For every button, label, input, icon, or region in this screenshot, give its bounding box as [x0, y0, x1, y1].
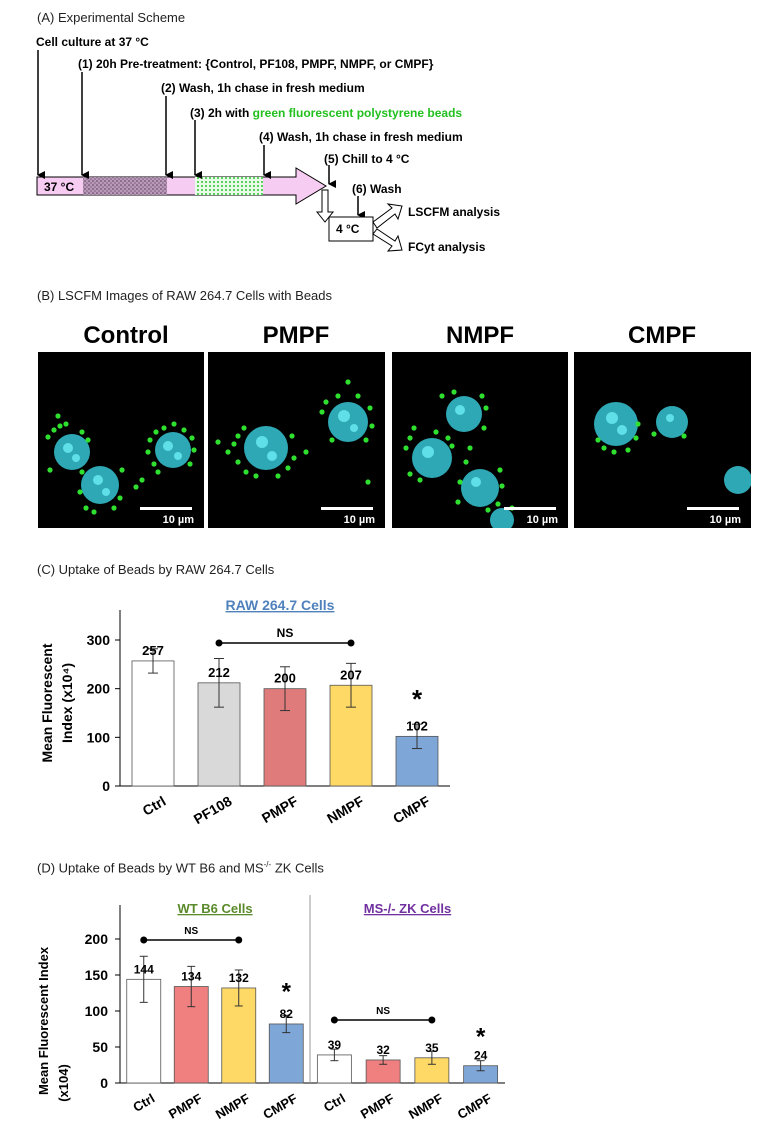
ns-bracket-end — [235, 936, 243, 944]
temp-4-label: 4 °C — [336, 222, 360, 236]
x-tick-label: CMPF — [260, 1091, 299, 1122]
branch-arrow-fcyt — [372, 228, 403, 252]
scheme-step-4: (4) Wash, 1h chase in fresh medium — [259, 130, 463, 144]
panel-d-title: (D) Uptake of Beads by WT B6 and MS-/- Z… — [37, 860, 324, 876]
data-label: 200 — [274, 671, 296, 686]
y-tick-label: 200 — [87, 681, 111, 697]
scheme-step-0: Cell culture at 37 °C — [36, 35, 149, 49]
micro-image-cmpf: 10 µm — [574, 352, 751, 528]
y-tick-label: 200 — [85, 931, 109, 947]
x-tick-label: PMPF — [166, 1091, 205, 1122]
ns-label: NS — [184, 926, 198, 937]
scale-label: 10 µm — [162, 514, 194, 526]
panel-b-title: (B) LSCFM Images of RAW 264.7 Cells with… — [37, 288, 333, 303]
y-tick-label: 100 — [87, 729, 111, 745]
ns-bracket-end — [215, 639, 223, 647]
micro-image-nmpf: 10 µm — [392, 352, 568, 528]
micro-label-cmpf: CMPF — [628, 322, 696, 349]
micro-label-pmpf: PMPF — [262, 322, 330, 349]
scheme-step-1: (1) 20h Pre-treatment: {Control, PF108, … — [78, 57, 434, 71]
panel-c-title: (C) Uptake of Beads by RAW 264.7 Cells — [37, 562, 275, 577]
bar — [131, 660, 175, 787]
x-tick-label: PMPF — [259, 793, 301, 827]
x-tick-label: CMPF — [390, 793, 433, 827]
scale-bar — [504, 507, 556, 510]
timeline-arrow — [36, 167, 327, 205]
micro-label-nmpf: NMPF — [446, 322, 514, 349]
micro-label-control: Control — [83, 322, 169, 349]
y-axis-label: Mean Fluorescent Index (x10⁴) — [39, 643, 75, 762]
x-tick-label: Ctrl — [130, 1091, 157, 1115]
group-title: MS-/- ZK Cells — [364, 901, 451, 916]
significance-star: * — [412, 684, 423, 714]
significance-star: * — [282, 978, 292, 1005]
data-label: 134 — [181, 970, 201, 984]
x-tick-label: NMPF — [324, 793, 367, 827]
x-tick-label: CMPF — [455, 1091, 494, 1122]
x-tick-label: PMPF — [358, 1091, 397, 1122]
group-title: WT B6 Cells — [177, 901, 252, 916]
x-tick-label: Ctrl — [140, 793, 169, 819]
data-label: 35 — [425, 1041, 439, 1055]
data-label: 102 — [406, 718, 428, 733]
scheme-diagram — [36, 50, 403, 252]
scale-bar — [687, 507, 739, 510]
data-label: 144 — [134, 962, 154, 976]
x-tick-label: NMPF — [406, 1091, 445, 1122]
scale-label: 10 µm — [709, 514, 741, 526]
ns-label: NS — [376, 1006, 390, 1017]
ns-label: NS — [277, 626, 294, 640]
scale-label: 10 µm — [526, 514, 558, 526]
microscopy-row: Control PMPF NMPF CMPF 10 µm — [38, 322, 763, 532]
ns-bracket-end — [330, 1016, 338, 1024]
ns-bracket-end — [347, 639, 355, 647]
branch-arrow-lscfm — [372, 203, 403, 229]
temp-37-label: 37 °C — [44, 180, 75, 194]
scale-bar — [321, 507, 373, 510]
scheme-step-5: (5) Chill to 4 °C — [324, 152, 410, 166]
y-tick-label: 300 — [87, 632, 111, 648]
scheme-step-3-green: green fluorescent polystyrene beads — [252, 106, 463, 120]
data-label: 24 — [474, 1049, 488, 1063]
ns-bracket-end — [140, 936, 148, 944]
y-tick-label: 0 — [102, 778, 110, 794]
scheme-output-fcyt: FCyt analysis — [408, 240, 486, 254]
data-label: 39 — [328, 1038, 342, 1052]
scheme-output-lscfm: LSCFM analysis — [408, 205, 501, 219]
data-label: 82 — [280, 1007, 294, 1021]
chart-c: RAW 264.7 Cells 0 100 200 300 Mean Fluorescen… — [39, 597, 450, 828]
micro-image-pmpf: 10 µm — [208, 352, 385, 528]
significance-star: * — [476, 1024, 486, 1051]
scale-bar — [140, 507, 192, 510]
data-label: 207 — [340, 667, 362, 682]
bar — [268, 1023, 304, 1084]
y-tick-label: 0 — [100, 1075, 108, 1091]
ns-bracket-end — [428, 1016, 436, 1024]
pretreatment-segment — [83, 177, 167, 195]
chart-c-subtitle: RAW 264.7 Cells — [226, 597, 335, 613]
cold-box — [328, 216, 374, 242]
scheme-step-2: (2) Wash, 1h chase in fresh medium — [161, 81, 365, 95]
data-label: 32 — [376, 1043, 390, 1057]
x-tick-label: PF108 — [191, 793, 235, 828]
chart-d: 0 50 100 150 200 Mean Fluorescent Index (x104)… — [36, 895, 505, 1122]
y-tick-label: 100 — [85, 1003, 109, 1019]
beads-segment — [195, 177, 263, 195]
x-tick-label: Ctrl — [321, 1091, 348, 1115]
scale-label: 10 µm — [343, 514, 375, 526]
panel-a-title: (A) Experimental Scheme — [37, 10, 186, 25]
scheme-step-3: (3) 2h with green fluorescent polystyren… — [190, 106, 462, 120]
y-axis-label: Mean Fluorescent Index (x104) — [36, 946, 71, 1102]
data-label: 132 — [229, 971, 249, 985]
data-label: 212 — [208, 665, 230, 680]
x-tick-label: NMPF — [213, 1091, 252, 1122]
scheme-step-6: (6) Wash — [352, 182, 402, 196]
data-label: 257 — [142, 643, 164, 658]
scheme-step-3-prefix: (3) 2h with — [190, 106, 253, 120]
y-tick-label: 150 — [85, 967, 109, 983]
y-tick-label: 50 — [92, 1039, 108, 1055]
micro-image-control: 10 µm — [38, 352, 204, 528]
